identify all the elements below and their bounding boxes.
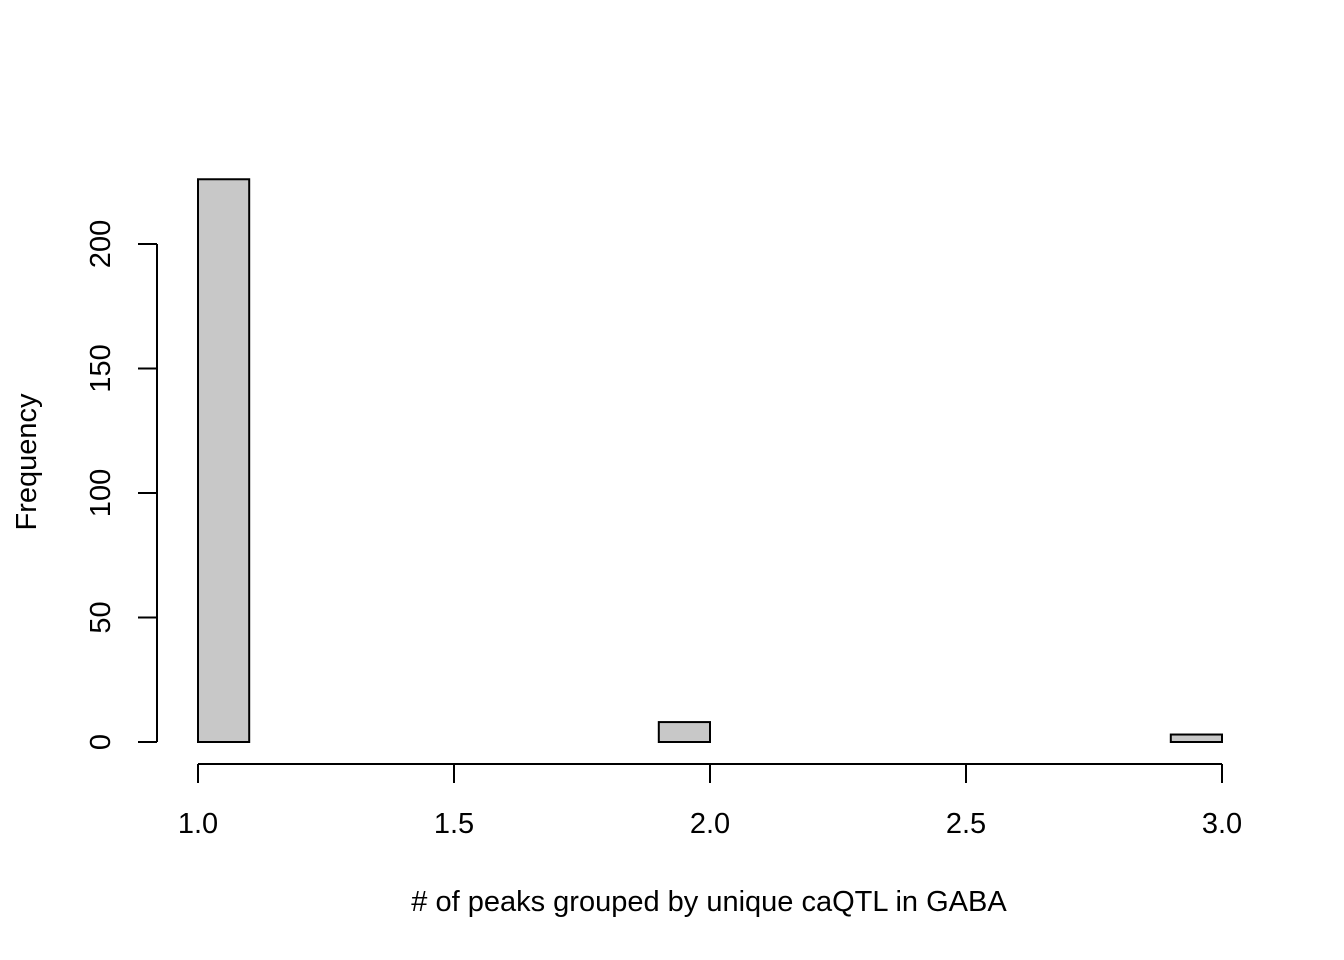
y-axis: 0 50 100 150 200 (85, 220, 158, 750)
x-tick-label: 2.5 (946, 808, 986, 840)
y-tick-label: 0 (85, 734, 117, 750)
x-axis: 1.0 1.5 2.0 2.5 3.0 (178, 763, 1242, 840)
y-tick-label: 150 (85, 344, 117, 392)
x-tick-label: 2.0 (690, 808, 730, 840)
histogram-bar (657, 721, 711, 744)
histogram-bar (197, 178, 251, 743)
x-axis-title: # of peaks grouped by unique caQTL in GA… (411, 886, 1007, 918)
y-tick-label: 200 (85, 220, 117, 268)
y-tick-label: 100 (85, 469, 117, 517)
x-tick-label: 3.0 (1202, 808, 1242, 840)
histogram-bar (1169, 733, 1224, 744)
x-tick-label: 1.5 (434, 808, 474, 840)
y-tick-label: 50 (85, 601, 117, 633)
y-axis-title: Frequency (11, 393, 43, 531)
x-tick-label: 1.0 (178, 808, 218, 840)
bars-group (197, 178, 1224, 744)
